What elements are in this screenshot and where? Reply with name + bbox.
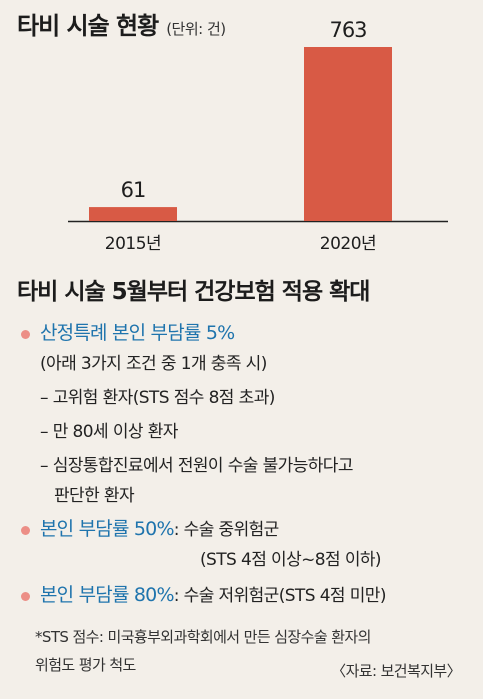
policy-subitem: – 심장통합진료에서 전원이 수술 불가능하다고: [40, 456, 353, 476]
policy-item-3-desc: : 수술 저위험군(STS 4점 미만): [173, 586, 387, 606]
policy-subitem: – 고위험 환자(STS 점수 8점 초과): [40, 388, 275, 408]
bar-chart: 61 2015년 763 2020년: [68, 18, 448, 254]
policy-item-2-highlight: 본인 부담률 50%: [40, 518, 175, 540]
policy-subitem: – 만 80세 이상 환자: [40, 422, 178, 442]
policy-item-2-desc2: (STS 4점 이상~8점 이하): [200, 550, 382, 570]
policy-item-2: 본인 부담률 50%: 수술 중위험군: [40, 514, 279, 541]
policy-item-1-condition: (아래 3가지 조건 중 1개 충족 시): [40, 354, 267, 374]
bullet-dot: [21, 526, 30, 535]
footnote: *STS 점수: 미국흉부외과학회에서 만든 심장수술 환자의: [35, 628, 371, 646]
bar-2020년: [304, 47, 392, 221]
source-note: 〈자료: 보건복지부〉: [331, 662, 461, 680]
bar-value-label: 61: [121, 178, 146, 202]
bullet-dot: [21, 330, 30, 339]
category-label: 2020년: [320, 234, 376, 254]
chart-unit: (단위: 건): [166, 20, 226, 38]
chart-title-row: 타비 시술 현황 (단위: 건): [17, 6, 226, 41]
bar-value-label: 763: [329, 18, 366, 42]
policy-item-2-desc: : 수술 중위험군: [173, 520, 280, 540]
chart-title: 타비 시술 현황: [17, 12, 159, 40]
policy-item-1-highlight: 산정특례 본인 부담률 5%: [40, 322, 235, 344]
policy-item-3: 본인 부담률 80%: 수술 저위험군(STS 4점 미만): [40, 580, 386, 607]
policy-item-3-highlight: 본인 부담률 80%: [40, 584, 175, 606]
bar-2015년: [89, 207, 177, 221]
policy-subitem: 판단한 환자: [54, 486, 135, 506]
bullet-dot: [21, 592, 30, 601]
category-label: 2015년: [105, 234, 161, 254]
footnote: 위험도 평가 척도: [35, 656, 136, 674]
policy-title: 타비 시술 5월부터 건강보험 적용 확대: [17, 279, 370, 305]
